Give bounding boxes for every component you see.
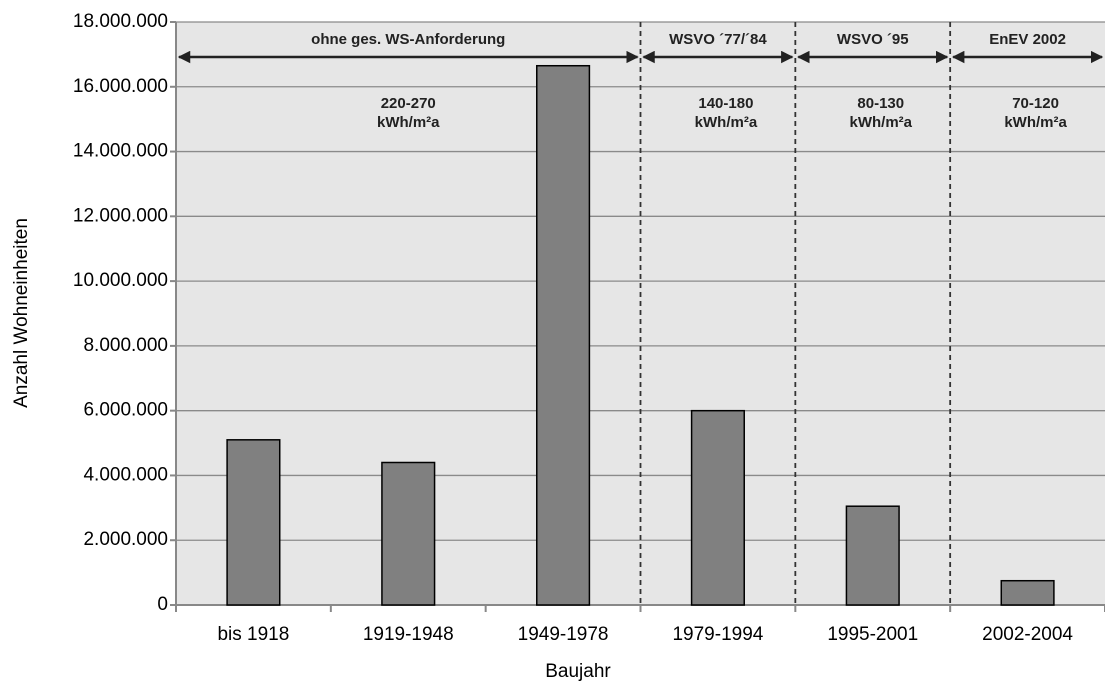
y-tick-label: 10.000.000	[73, 270, 168, 291]
bar	[845, 505, 900, 606]
bar	[1000, 579, 1055, 606]
y-tick-label: 0	[157, 594, 168, 615]
x-tick-label: 1919-1948	[363, 624, 454, 645]
y-tick-label: 4.000.000	[83, 464, 168, 485]
period-energy: 140-180	[698, 95, 753, 112]
y-tick-label: 2.000.000	[83, 529, 168, 550]
bar	[536, 64, 591, 606]
y-tick-label: 6.000.000	[83, 400, 168, 421]
x-tick-label: 1995-2001	[827, 624, 918, 645]
period-label: WSVO ´95	[837, 31, 909, 48]
bar	[690, 409, 745, 606]
period-label: WSVO ´77/´84	[669, 31, 767, 48]
y-tick-label: 8.000.000	[83, 335, 168, 356]
period-unit: kWh/m²a	[695, 114, 758, 131]
period-energy: 80-130	[857, 95, 904, 112]
y-tick-label: 12.000.000	[73, 205, 168, 226]
period-energy: 220-270	[381, 95, 436, 112]
y-tick-label: 18.000.000	[73, 11, 168, 32]
x-tick-label: bis 1918	[217, 624, 289, 645]
x-axis-label: Baujahr	[545, 661, 611, 682]
period-label: ohne ges. WS-Anforderung	[311, 31, 505, 48]
period-label: EnEV 2002	[989, 31, 1066, 48]
x-tick-label: 1979-1994	[672, 624, 763, 645]
y-axis-label: Anzahl Wohneinheiten	[11, 218, 32, 408]
y-tick-label: 16.000.000	[73, 76, 168, 97]
period-unit: kWh/m²a	[377, 114, 440, 131]
bar	[381, 461, 436, 606]
x-tick-label: 1949-1978	[518, 624, 609, 645]
x-tick-label: 2002-2004	[982, 624, 1073, 645]
period-energy: 70-120	[1012, 95, 1059, 112]
y-tick-label: 14.000.000	[73, 141, 168, 162]
bar	[226, 439, 281, 606]
period-unit: kWh/m²a	[849, 114, 912, 131]
period-unit: kWh/m²a	[1004, 114, 1067, 131]
